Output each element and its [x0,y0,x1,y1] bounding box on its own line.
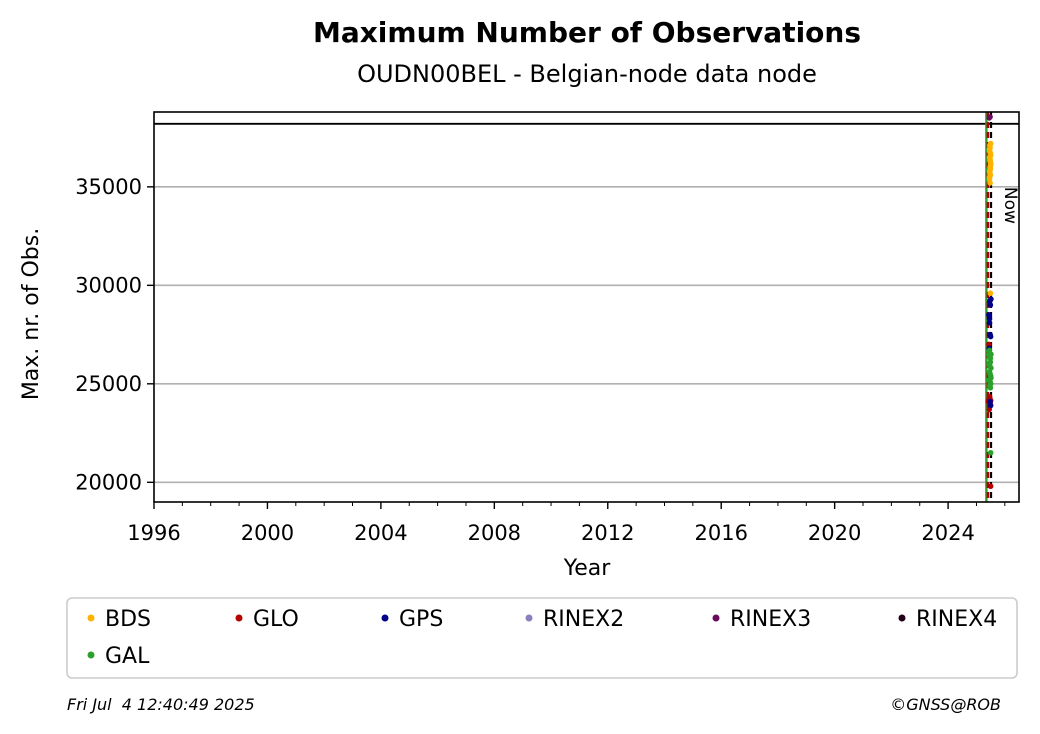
footer-copyright: ©GNSS@ROB [890,695,1001,714]
legend-marker [87,651,95,659]
data-point-bds [986,174,993,180]
x-tick-label: 1996 [127,521,180,545]
legend: BDS GLO GPS RINEX2 RINEX3 RINEX4 GAL [87,607,997,669]
legend-marker [712,614,720,622]
data-point-gps [986,319,993,326]
legend-marker [235,614,243,622]
data-point-gal [987,359,994,365]
chart-title: Maximum Number of Observations [313,16,861,49]
data-point-bds [986,168,993,174]
data-point-gps [987,402,994,409]
footer-timestamp: Fri Jul 4 12:40:49 2025 [67,695,255,714]
x-tick-label: 2012 [581,521,634,545]
legend-label: GLO [253,607,299,632]
y-tick-label: 20000 [75,470,142,494]
plot-frame [153,111,1020,503]
data-point-gps [986,316,993,322]
x-tick-label: 2004 [354,521,407,545]
y-axis-label: Max. nr. of Obs. [19,228,44,400]
legend-label: GPS [399,607,443,632]
x-tick-label: 2020 [808,521,861,545]
data-point-gal [987,449,994,456]
legend-label: BDS [105,607,151,632]
x-tick-label: 2024 [921,521,974,545]
data-point-gps [987,333,994,340]
data-point-bds [987,180,993,186]
legend-label: RINEX4 [916,607,997,632]
data-points [985,114,994,490]
data-point-gal [987,384,994,391]
data-point-glo [987,483,994,490]
legend-label: RINEX2 [543,607,624,632]
data-point-bds [987,156,993,163]
data-point-glo [986,393,993,400]
x-axis: 1996 2000 2004 2008 2012 2016 2020 2024 [127,502,1006,545]
data-point-gps [987,302,994,308]
y-tick-label: 25000 [75,372,142,396]
y-tick-label: 30000 [75,273,142,297]
now-label: Now [1000,187,1020,224]
legend-label: GAL [105,644,150,669]
data-point-bds [987,290,994,297]
data-point-gal [988,375,994,381]
legend-marker [87,614,95,622]
x-tick-label: 2016 [694,521,747,545]
legend-marker [525,614,533,622]
x-tick-label: 2000 [241,521,294,545]
y-tick-label: 35000 [75,175,142,199]
legend-marker [898,614,906,622]
data-point-bds [987,150,994,157]
y-axis: 20000 25000 30000 35000 [75,175,154,494]
x-tick-label: 2008 [468,521,521,545]
data-point-rinex3 [987,114,993,120]
data-point-bds [987,140,994,147]
x-axis-label: Year [563,556,612,581]
reference-lines [154,112,1019,502]
legend-box [66,597,1018,679]
chart-subtitle: OUDN00BEL - Belgian-node data node [357,60,817,88]
data-point-gal [986,347,993,354]
grid-lines [154,186,1019,484]
data-point-gps [988,296,994,302]
legend-label: RINEX3 [730,607,811,632]
legend-marker [381,614,389,622]
